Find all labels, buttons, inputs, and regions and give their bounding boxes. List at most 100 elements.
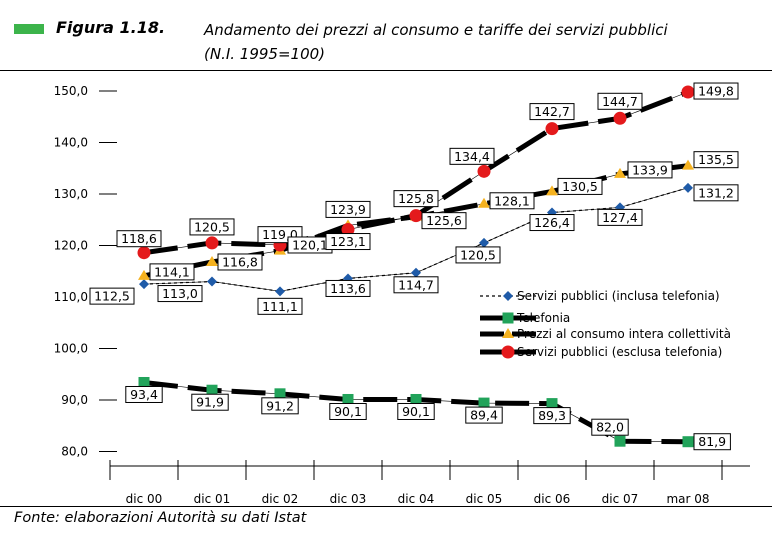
x-tick-label: dic 00 [126,492,163,506]
x-tick-label: dic 01 [194,492,231,506]
data-point [682,436,694,448]
legend-entry-2: Prezzi al consumo intera collettività [480,327,731,341]
data-label-text: 130,5 [562,179,598,194]
data-label: 81,9 [693,433,731,451]
figure-number: Figura 1.18. [56,18,166,37]
y-tick-label: 80,0 [61,445,88,459]
data-label: 128,1 [489,192,535,210]
data-label-box [693,82,739,100]
data-label-text: 131,2 [698,185,734,200]
data-label-text: 120,5 [460,247,496,262]
data-label: 120,1 [287,236,333,254]
data-label-box [597,92,643,110]
data-point [139,279,149,290]
legend-label: Telefonia [516,311,570,325]
data-label-text: 142,7 [534,104,570,119]
data-label-box [455,246,501,264]
data-point [206,384,218,396]
data-point [545,122,559,136]
data-label: 130,5 [557,177,603,195]
x-tick-label: dic 04 [398,492,435,506]
series-0 [139,182,693,297]
data-label: 120,5 [455,246,501,264]
legend-entry-0: Servizi pubblici (inclusa telefonia) [480,289,720,303]
data-label-text: 89,3 [538,408,566,423]
x-tick-label: dic 07 [602,492,639,506]
y-axis: 80,0 90,0 100,0 110,0 120,0 130,0 140,0 150,0 [54,84,117,459]
x-tick-label: mar 08 [666,492,709,506]
data-point [137,246,151,260]
chart: 80,0 90,0 100,0 110,0 120,0 130,0 140,0 150,0 d… [54,82,750,506]
data-label: 91,9 [191,393,229,411]
data-label-box [329,402,367,420]
data-label: 112,5 [89,287,135,305]
data-point [410,393,422,405]
data-label-box [325,279,371,297]
data-label-text: 91,9 [196,395,224,410]
data-label-text: 133,9 [632,162,668,177]
data-label-box [116,230,162,248]
data-label-box [529,214,575,232]
data-label-text: 89,4 [470,408,498,423]
top-rule [0,70,772,71]
y-tick-label: 110,0 [54,290,88,304]
x-tick-label: dic 05 [466,492,503,506]
data-label: 120,5 [189,218,235,236]
data-label-box [149,263,195,281]
data-point [205,236,219,250]
data-label-box [217,253,263,271]
data-point [274,388,286,400]
y-tick-label: 120,0 [54,239,88,253]
data-label-box [89,287,135,305]
source-note: Fonte: elaborazioni Autorità su dati Ist… [14,510,307,526]
data-label: 90,1 [329,402,367,420]
data-label: 123,1 [325,233,371,251]
data-label-text: 81,9 [698,434,726,449]
data-label-text: 125,8 [398,191,434,206]
data-label-box [627,161,673,179]
data-label-text: 126,4 [534,215,570,230]
data-label-text: 113,6 [330,281,366,296]
data-label-box [421,212,467,230]
data-label-box [465,406,503,424]
data-label: 131,2 [693,184,739,202]
legend-label: Servizi pubblici (inclusa telefonia) [517,289,720,303]
data-label-box [125,385,163,403]
data-label-text: 93,4 [130,387,158,402]
series-3 [137,85,695,260]
data-label-text: 125,6 [426,213,462,228]
data-label-text: 123,9 [330,202,366,217]
data-label-box [591,418,629,436]
data-label-text: 82,0 [596,420,624,435]
data-point [342,393,354,405]
legend-label: Prezzi al consumo intera collettività [517,327,731,341]
data-label-box [393,276,439,294]
data-label-box [325,200,371,218]
data-label: 135,5 [693,151,739,169]
data-label: 111,1 [257,297,303,315]
data-label-box [449,147,495,165]
data-label: 89,4 [465,406,503,424]
data-label-box [325,233,371,251]
data-point [681,85,695,99]
figure-title: Andamento dei prezzi al consumo e tariff… [204,18,668,66]
figure-title-line-1: Andamento dei prezzi al consumo e tariff… [204,21,668,39]
data-point [682,159,694,170]
data-point [683,182,693,193]
data-label-text: 120,1 [292,237,328,252]
data-label-text: 111,1 [262,299,298,314]
data-point [478,397,490,409]
data-label: 89,3 [533,407,571,425]
data-label: 116,8 [217,253,263,271]
data-label-text: 144,7 [602,94,638,109]
data-label-text: 135,5 [698,152,734,167]
data-point [138,376,150,388]
data-label-box [489,192,535,210]
data-label-text: 112,5 [94,289,130,304]
data-label-box [597,208,643,226]
data-label: 144,7 [597,92,643,110]
data-label-text: 123,1 [330,234,366,249]
data-point [479,237,489,248]
legend-label: Servizi pubblici (esclusa telefonia) [517,345,722,359]
y-tick-label: 130,0 [54,187,88,201]
